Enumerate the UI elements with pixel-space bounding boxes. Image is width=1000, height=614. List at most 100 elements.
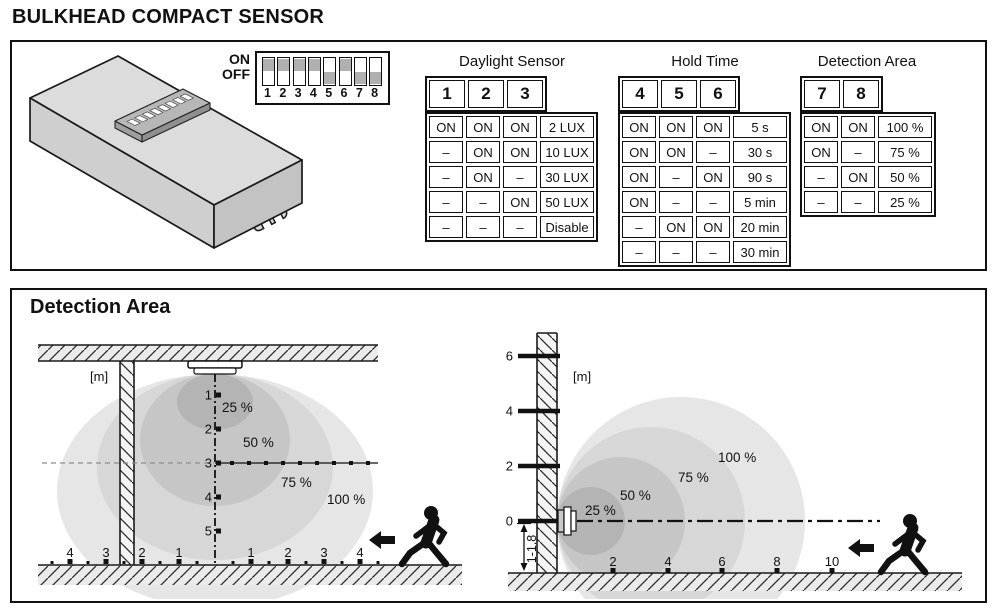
table-cell: – <box>696 241 730 263</box>
floor-tick-label: 1 <box>175 545 182 560</box>
table-cell: – <box>429 166 463 188</box>
table-value: 50 LUX <box>540 191 594 213</box>
detection-area-title: Detection Area <box>817 53 917 70</box>
floor <box>38 564 462 585</box>
zone-label-75: 75 % <box>281 475 312 490</box>
table-cell: ON <box>503 116 537 138</box>
floor-tick-label: 4 <box>664 554 671 569</box>
table-cell: – <box>503 166 537 188</box>
table-cell: – <box>696 191 730 213</box>
depth-tick-label: 3 <box>205 456 212 471</box>
zone-label-100: 100 % <box>327 492 365 507</box>
dip-switch-1[interactable] <box>262 57 275 86</box>
page-title: BULKHEAD COMPACT SENSOR <box>12 6 325 28</box>
column-header: 6 <box>700 80 736 108</box>
dip-number-1: 1 <box>264 86 271 100</box>
floor-tick-label: 2 <box>138 545 145 560</box>
table-cell: ON <box>696 216 730 238</box>
floor-axis: 4 3 2 1 1 2 3 4 <box>50 545 380 564</box>
zone-label-25: 25 % <box>585 503 616 518</box>
table-cell: – <box>622 241 656 263</box>
table-cell: ON <box>466 141 500 163</box>
sensor-device-illustration <box>29 55 303 249</box>
table-cell: ON <box>804 141 838 163</box>
table-value: 2 LUX <box>540 116 594 138</box>
table-cell: – <box>466 191 500 213</box>
floor-tick-label: 3 <box>102 545 109 560</box>
table-cell: – <box>841 141 875 163</box>
unit-label: [m] <box>573 369 591 384</box>
table-cell: – <box>622 216 656 238</box>
table-value: 30 LUX <box>540 166 594 188</box>
table-value: 10 LUX <box>540 141 594 163</box>
zone-label-50: 50 % <box>620 488 651 503</box>
table-cell: ON <box>622 141 656 163</box>
column-header: 1 <box>429 80 465 108</box>
table-value: 90 s <box>733 166 787 188</box>
table-value: 5 min <box>733 191 787 213</box>
detection-area-section-title: Detection Area <box>30 296 171 318</box>
table-cell: ON <box>622 116 656 138</box>
depth-axis: 1 2 3 4 5 <box>205 374 221 565</box>
mount-height-dimension: 1-1.8 <box>517 522 539 571</box>
ceiling-sensor-icon <box>187 360 243 375</box>
floor-tick-label: 3 <box>320 545 327 560</box>
table-cell: ON <box>622 166 656 188</box>
detection-area-header: 7 8 <box>800 76 883 112</box>
table-cell: ON <box>841 116 875 138</box>
column-header: 4 <box>622 80 658 108</box>
zone-label-100: 100 % <box>718 450 756 465</box>
dip-switch-7[interactable] <box>353 57 367 86</box>
dip-switch-6[interactable] <box>338 57 352 86</box>
hold-time-body: ON ON ON 5 s ON ON – 30 s ON – ON 90 s O… <box>618 112 791 267</box>
dip-switch-3[interactable] <box>292 57 306 86</box>
floor <box>508 572 962 591</box>
floor-tick-label: 10 <box>825 554 839 569</box>
height-tick-label: 4 <box>506 404 513 419</box>
table-cell: – <box>804 166 838 188</box>
daylight-sensor-header: 1 2 3 <box>425 76 547 112</box>
dip-number-7: 7 <box>355 86 363 100</box>
dip-off-label: OFF <box>222 66 250 82</box>
table-cell: ON <box>659 116 693 138</box>
table-cell: – <box>804 191 838 213</box>
column-header: 8 <box>843 80 879 108</box>
hold-time-title: Hold Time <box>671 53 739 70</box>
dip-switch-4[interactable] <box>307 57 321 86</box>
column-header: 5 <box>661 80 697 108</box>
table-cell: ON <box>696 166 730 188</box>
horizontal-measure-line <box>215 461 378 465</box>
ceiling <box>38 344 378 362</box>
dip-switch-8[interactable] <box>369 57 383 86</box>
zone-label-50: 50 % <box>243 435 274 450</box>
dip-number-3: 3 <box>294 86 302 100</box>
wall-mount-diagram: [m] 6 4 2 0 1-1.8 <box>506 332 962 599</box>
dip-on-label: ON <box>229 51 250 67</box>
floor-tick-label: 2 <box>284 545 291 560</box>
zone-labels: 25 % 50 % 75 % 100 % <box>585 450 756 518</box>
height-tick-label: 6 <box>506 349 513 364</box>
floor-tick-label: 2 <box>609 554 616 569</box>
table-cell: – <box>429 216 463 238</box>
table-value: 25 % <box>878 191 932 213</box>
dip-number-6: 6 <box>340 86 348 100</box>
zone-label-75: 75 % <box>678 470 709 485</box>
depth-tick-label: 2 <box>205 422 212 437</box>
table-cell: – <box>429 141 463 163</box>
depth-tick-label: 1 <box>205 388 212 403</box>
table-cell: ON <box>696 116 730 138</box>
ceiling-mount-diagram: [m] 1 2 <box>38 344 462 599</box>
depth-tick-label: 5 <box>205 524 212 539</box>
dip-switch-2[interactable] <box>277 57 291 86</box>
dip-switch-5[interactable] <box>323 57 337 86</box>
table-cell: – <box>503 216 537 238</box>
floor-tick-label: 8 <box>773 554 780 569</box>
floor-tick-label: 4 <box>356 545 363 560</box>
table-value: 20 min <box>733 216 787 238</box>
table-cell: ON <box>659 141 693 163</box>
wall <box>536 332 558 573</box>
table-cell: ON <box>659 216 693 238</box>
table-cell: ON <box>841 166 875 188</box>
table-value: 30 s <box>733 141 787 163</box>
